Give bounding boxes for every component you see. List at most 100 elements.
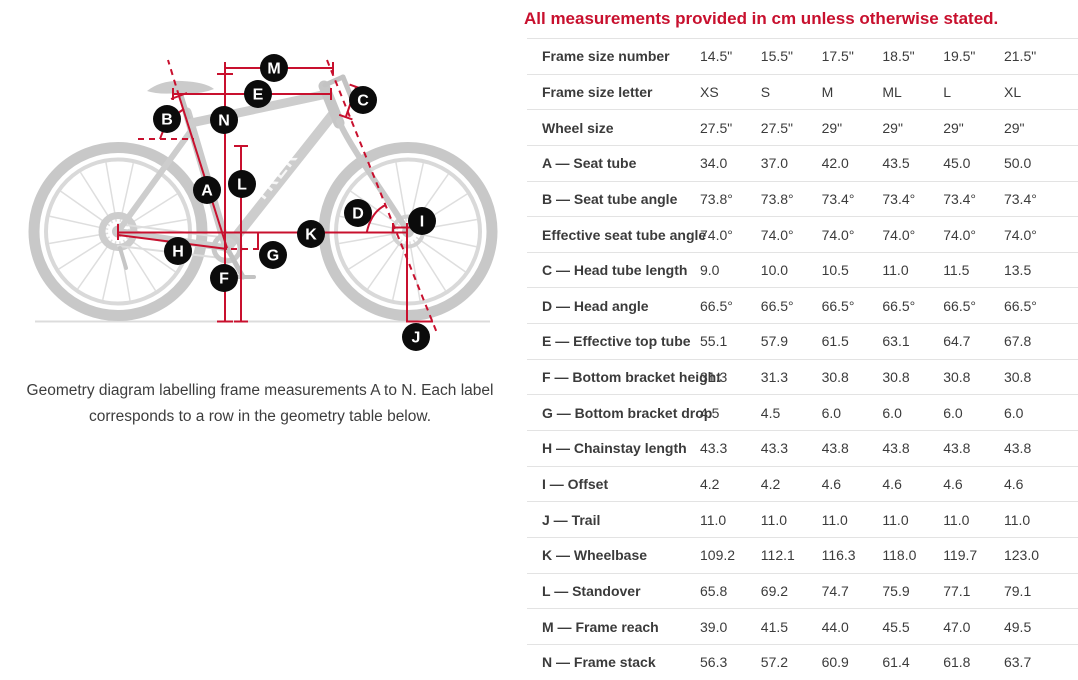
row-value: 65.8 — [700, 582, 728, 599]
row-value: 11.0 — [760, 511, 788, 528]
row-value: 74.0° — [760, 226, 794, 243]
fork — [336, 118, 409, 232]
diagram-letter-badges: ME B N C A L D I K H G F J — [153, 54, 436, 351]
svg-text:H: H — [172, 244, 184, 261]
diagram-label-F: F — [210, 264, 238, 292]
row-value: 18.5" — [882, 48, 915, 65]
geometry-diagram-panel: TREK — [0, 0, 520, 674]
row-value: 73.4° — [1003, 190, 1037, 207]
row-label: B — Seat tube angle — [542, 190, 678, 207]
diagram-caption: Geometry diagram labelling frame measure… — [26, 382, 494, 425]
row-value: 4.5 — [700, 404, 720, 421]
row-value: 43.3 — [700, 440, 728, 457]
row-value: 31.3 — [700, 369, 728, 386]
row-value: 6.0 — [1003, 404, 1024, 421]
table-row: I — Offset 4.2 4.2 4.6 4.6 4.6 4.6 — [527, 465, 1078, 502]
row-value: 47.0 — [943, 618, 971, 635]
row-label: Frame size number — [542, 48, 670, 65]
row-value: 43.8 — [943, 440, 971, 457]
seatstay — [115, 125, 196, 235]
diagram-label-N: N — [210, 106, 238, 134]
row-value: 30.8 — [882, 369, 910, 386]
row-label: D — Head angle — [542, 297, 649, 314]
stem — [322, 74, 346, 88]
row-value: 75.9 — [882, 582, 910, 599]
table-row: Frame size letter XS S M ML L XL — [527, 73, 1078, 110]
row-value: 74.7 — [821, 582, 849, 599]
row-value: 118.0 — [882, 547, 917, 564]
row-value: 61.8 — [943, 654, 971, 671]
row-label: K — Wheelbase — [542, 547, 648, 564]
row-value: 74.0° — [700, 226, 733, 243]
row-value: 43.8 — [821, 440, 849, 457]
row-value: 10.5 — [821, 262, 849, 279]
row-value: 34.0 — [700, 155, 728, 172]
row-value: 63.1 — [882, 333, 910, 350]
diagram-label-M: M — [260, 54, 288, 82]
row-value: 43.5 — [882, 155, 910, 172]
diagram-label-J: J — [402, 323, 430, 351]
table-row: H — Chainstay length 43.3 43.3 43.8 43.8 43.8… — [527, 430, 1078, 466]
diagram-label-C: C — [349, 86, 377, 114]
row-value: 74.0° — [1003, 226, 1037, 243]
row-value: 57.2 — [760, 654, 789, 671]
svg-text:D: D — [352, 206, 364, 223]
row-value: 11.0 — [821, 511, 848, 528]
row-value: 64.7 — [943, 333, 971, 350]
row-value: 60.9 — [821, 654, 849, 671]
row-label: E — Effective top tube — [542, 333, 691, 350]
geometry-table: Frame size number 14.5" 15.5" 17.5" 18.5" 19.… — [527, 38, 1078, 680]
diagram-label-L: L — [228, 170, 256, 198]
table-row: A — Seat tube 34.0 37.0 42.0 43.5 45.0 50.0 — [527, 144, 1078, 181]
diagram-label-A: A — [193, 176, 221, 204]
row-value: 4.2 — [700, 476, 720, 492]
row-value: 119.7 — [943, 547, 978, 564]
row-value: 74.0° — [882, 226, 916, 243]
table-row: C — Head tube length 9.0 10.0 10.5 11.0 11.5 1… — [527, 251, 1078, 288]
saddle — [147, 80, 214, 94]
svg-text:TREK: TREK — [249, 146, 303, 206]
row-label: Effective seat tube angle — [542, 226, 707, 243]
row-value: 10.0 — [760, 262, 789, 279]
row-value: 4.6 — [943, 476, 963, 492]
row-value: 66.5° — [943, 297, 977, 314]
row-value: L — [943, 83, 951, 100]
table-row: G — Bottom bracket drop 4.5 4.5 6.0 6.0 6.0 6.… — [527, 394, 1078, 430]
svg-text:I: I — [420, 214, 424, 231]
geometry-table-panel: All measurements provided in cm unless o… — [522, 0, 1078, 680]
row-value: 66.5° — [1003, 297, 1037, 314]
row-value: 44.0 — [821, 618, 849, 635]
row-value: 14.5" — [700, 48, 733, 65]
row-value: 123.0 — [1003, 547, 1040, 564]
row-value: 42.0 — [821, 155, 849, 172]
row-value: 66.5° — [821, 297, 855, 314]
row-label: G — Bottom bracket drop — [542, 404, 713, 421]
row-value: 49.5 — [1003, 618, 1032, 635]
row-value: S — [760, 83, 771, 100]
row-value: 4.2 — [760, 476, 781, 492]
svg-text:K: K — [305, 227, 317, 244]
head-angle-arc-D — [365, 204, 386, 234]
row-value: 77.1 — [943, 582, 971, 599]
row-value: 57.9 — [760, 333, 789, 350]
row-value: 41.5 — [760, 618, 789, 635]
steering-axis-dashed — [326, 59, 438, 334]
row-value: 29" — [882, 119, 903, 136]
table-row: M — Frame reach 39.0 41.5 44.0 45.5 47.0 49.5 — [527, 608, 1078, 644]
row-value: 112.1 — [760, 547, 795, 564]
row-value: 73.8° — [760, 190, 794, 207]
row-value: 30.8 — [1003, 369, 1032, 386]
row-value: 11.0 — [882, 262, 909, 279]
svg-text:N: N — [218, 113, 230, 130]
diagram-label-B: B — [153, 105, 181, 133]
row-label: Frame size letter — [542, 83, 653, 100]
row-label: F — Bottom bracket height — [542, 369, 721, 386]
svg-text:A: A — [201, 183, 213, 200]
row-value: 4.6 — [882, 476, 902, 492]
row-value: 43.8 — [882, 440, 910, 457]
row-value: 6.0 — [882, 404, 902, 421]
row-value: 66.5° — [882, 297, 916, 314]
row-value: 21.5" — [1003, 48, 1037, 65]
svg-text:E: E — [253, 87, 264, 104]
row-value: 109.2 — [700, 547, 736, 564]
